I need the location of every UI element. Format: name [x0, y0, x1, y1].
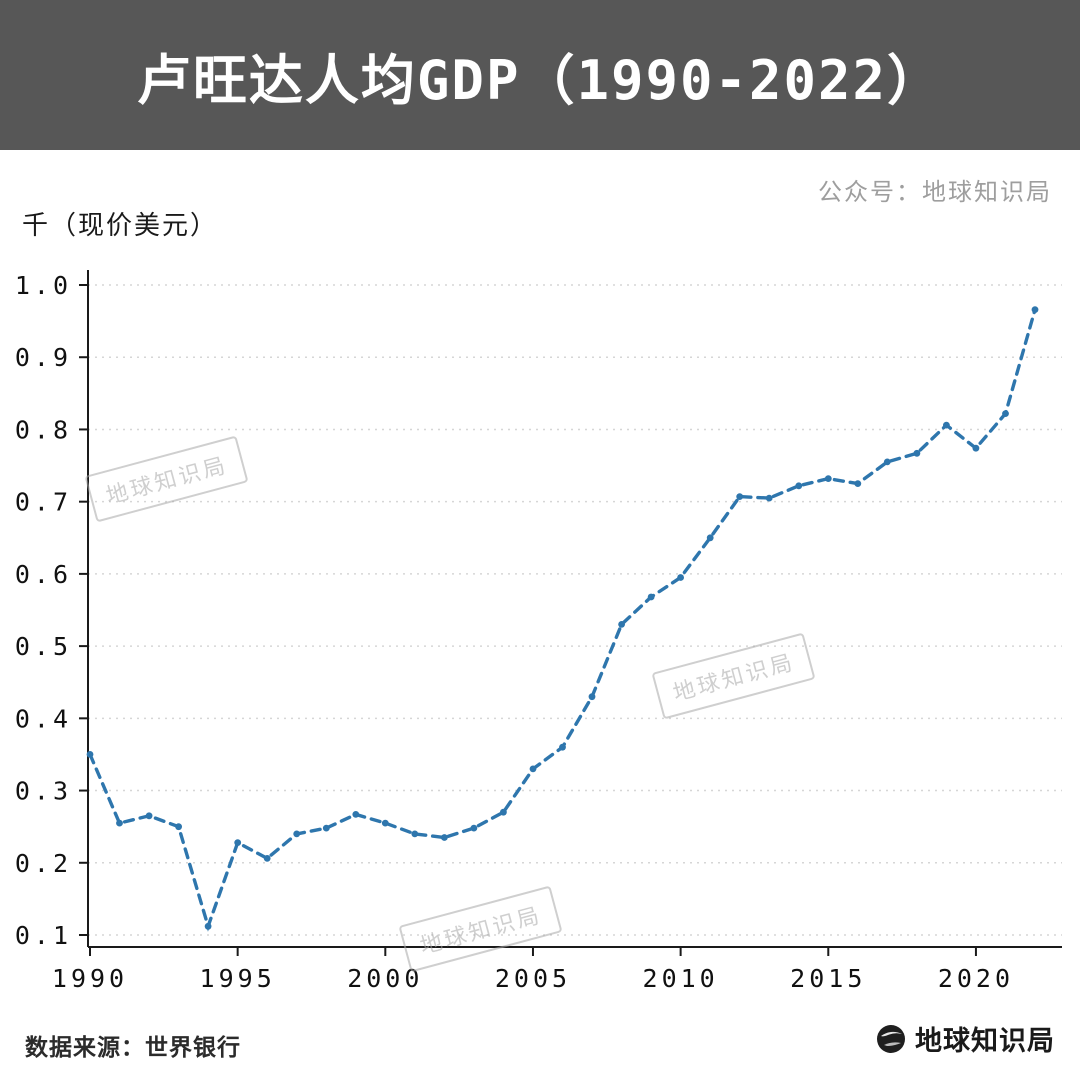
- brand-name: 地球知识局: [915, 1026, 1055, 1056]
- svg-text:2010: 2010: [643, 964, 719, 993]
- brand-footer: 地球知识局: [875, 1019, 1055, 1058]
- svg-text:0.4: 0.4: [15, 704, 72, 733]
- globe-icon: [877, 1024, 905, 1053]
- svg-text:0.1: 0.1: [15, 921, 72, 950]
- svg-text:0.3: 0.3: [15, 777, 72, 806]
- page-title: 卢旺达人均GDP（1990-2022）: [136, 48, 944, 112]
- svg-text:1.0: 1.0: [15, 271, 72, 300]
- y-axis-unit-label: 千（现价美元）: [22, 210, 219, 240]
- gdp-line-chart: 0.1 0.2 0.3 0.4 0.5 0.6 0.7 0.8 0.9 1.0 1990 1995 20…: [15, 270, 1062, 993]
- credit-text: 公众号：地球知识局: [818, 179, 1052, 206]
- svg-text:0.8: 0.8: [15, 415, 72, 444]
- svg-text:0.7: 0.7: [15, 488, 72, 517]
- svg-text:2020: 2020: [938, 964, 1014, 993]
- svg-text:2005: 2005: [495, 964, 571, 993]
- svg-text:1995: 1995: [200, 964, 276, 993]
- svg-text:0.2: 0.2: [15, 849, 72, 878]
- svg-text:1990: 1990: [52, 964, 128, 993]
- svg-text:0.6: 0.6: [15, 560, 72, 589]
- svg-text:2015: 2015: [790, 964, 866, 993]
- svg-text:2000: 2000: [347, 964, 423, 993]
- data-source-text: 数据来源：世界银行: [25, 1034, 241, 1060]
- svg-text:0.5: 0.5: [15, 632, 72, 661]
- svg-text:0.9: 0.9: [15, 343, 72, 372]
- title-bar: 卢旺达人均GDP（1990-2022）: [0, 0, 1080, 150]
